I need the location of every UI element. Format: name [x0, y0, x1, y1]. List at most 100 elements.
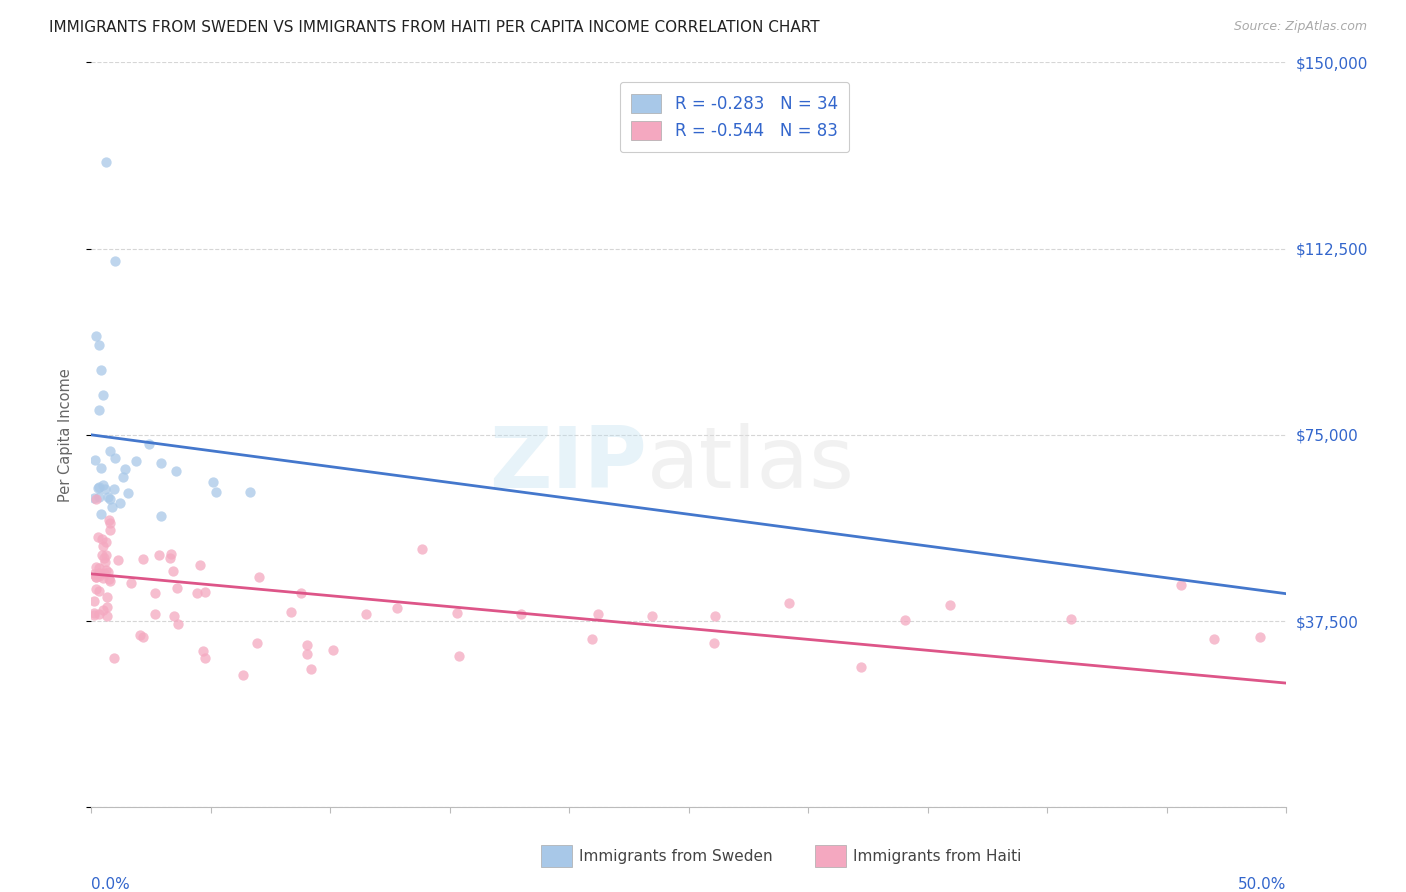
Point [163, 609, 186, 624]
Point [117, 486, 139, 500]
Text: Immigrants from Sweden: Immigrants from Sweden [579, 849, 773, 863]
Text: 50.0%: 50.0% [1239, 877, 1286, 892]
Point [103, 650, 125, 665]
Text: 0.0%: 0.0% [91, 877, 131, 892]
Point [91, 571, 114, 585]
Point [641, 609, 664, 624]
Point [1060, 611, 1083, 625]
Point [101, 500, 124, 514]
Point [94, 555, 117, 569]
Point [91, 539, 114, 553]
Point [83, 452, 105, 467]
Point [186, 586, 208, 600]
Point [160, 547, 183, 561]
Point [132, 551, 155, 566]
Point [938, 598, 960, 612]
Point [509, 607, 531, 621]
Point [232, 668, 254, 682]
Point [90, 549, 112, 563]
Point [165, 464, 187, 478]
Point [280, 605, 302, 619]
Point [90, 363, 112, 377]
Point [107, 553, 129, 567]
Point [849, 660, 872, 674]
Point [97, 566, 120, 580]
Point [86, 582, 108, 596]
Point [159, 550, 181, 565]
Point [1170, 578, 1192, 592]
Point [778, 596, 800, 610]
Point [94, 548, 117, 562]
Point [246, 635, 269, 649]
Point [98, 523, 121, 537]
Point [295, 647, 318, 661]
Point [411, 542, 433, 557]
Point [166, 617, 188, 632]
Point [98, 572, 121, 586]
Point [84, 570, 107, 584]
Point [111, 470, 134, 484]
Point [90, 507, 112, 521]
Point [295, 638, 318, 652]
Text: ZIP: ZIP [489, 423, 647, 506]
Point [703, 636, 725, 650]
Y-axis label: Per Capita Income: Per Capita Income [58, 368, 73, 501]
Point [87, 480, 110, 494]
Point [93, 566, 115, 580]
Point [89, 566, 111, 580]
Point [87, 584, 110, 599]
Point [87, 607, 110, 621]
Point [97, 513, 120, 527]
Point [87, 569, 110, 583]
Point [93, 388, 114, 402]
Point [150, 509, 173, 524]
Point [290, 586, 312, 600]
Point [83, 594, 105, 608]
Point [202, 475, 225, 490]
Point [149, 456, 172, 470]
Point [322, 643, 344, 657]
Point [83, 606, 105, 620]
Point [148, 548, 170, 562]
Point [108, 496, 131, 510]
Point [91, 478, 114, 492]
Text: Source: ZipAtlas.com: Source: ZipAtlas.com [1233, 20, 1367, 33]
Point [98, 492, 121, 507]
Point [385, 600, 408, 615]
Point [91, 603, 114, 617]
Point [114, 462, 136, 476]
Point [204, 485, 226, 500]
Point [247, 570, 270, 584]
Point [87, 490, 110, 504]
Point [87, 481, 110, 495]
Point [354, 607, 377, 621]
Legend: R = -0.283   N = 34, R = -0.544   N = 83: R = -0.283 N = 34, R = -0.544 N = 83 [620, 82, 849, 153]
Point [138, 437, 160, 451]
Point [239, 484, 262, 499]
Point [103, 482, 125, 496]
Point [94, 482, 117, 496]
Point [166, 581, 188, 595]
Point [447, 648, 470, 663]
Point [143, 607, 166, 621]
Point [84, 559, 107, 574]
Point [87, 403, 110, 417]
Point [704, 609, 727, 624]
Point [188, 558, 211, 572]
Point [104, 450, 127, 465]
Text: atlas: atlas [647, 423, 855, 506]
Point [97, 491, 120, 505]
Point [120, 576, 142, 591]
Point [128, 628, 150, 642]
Point [90, 460, 112, 475]
Point [96, 535, 118, 549]
Point [194, 651, 217, 665]
Point [98, 516, 121, 530]
Point [1249, 630, 1271, 644]
Point [588, 607, 610, 621]
Text: IMMIGRANTS FROM SWEDEN VS IMMIGRANTS FROM HAITI PER CAPITA INCOME CORRELATION CH: IMMIGRANTS FROM SWEDEN VS IMMIGRANTS FRO… [49, 20, 820, 35]
Point [93, 551, 115, 566]
Point [193, 643, 215, 657]
Point [96, 600, 118, 615]
Point [96, 608, 118, 623]
